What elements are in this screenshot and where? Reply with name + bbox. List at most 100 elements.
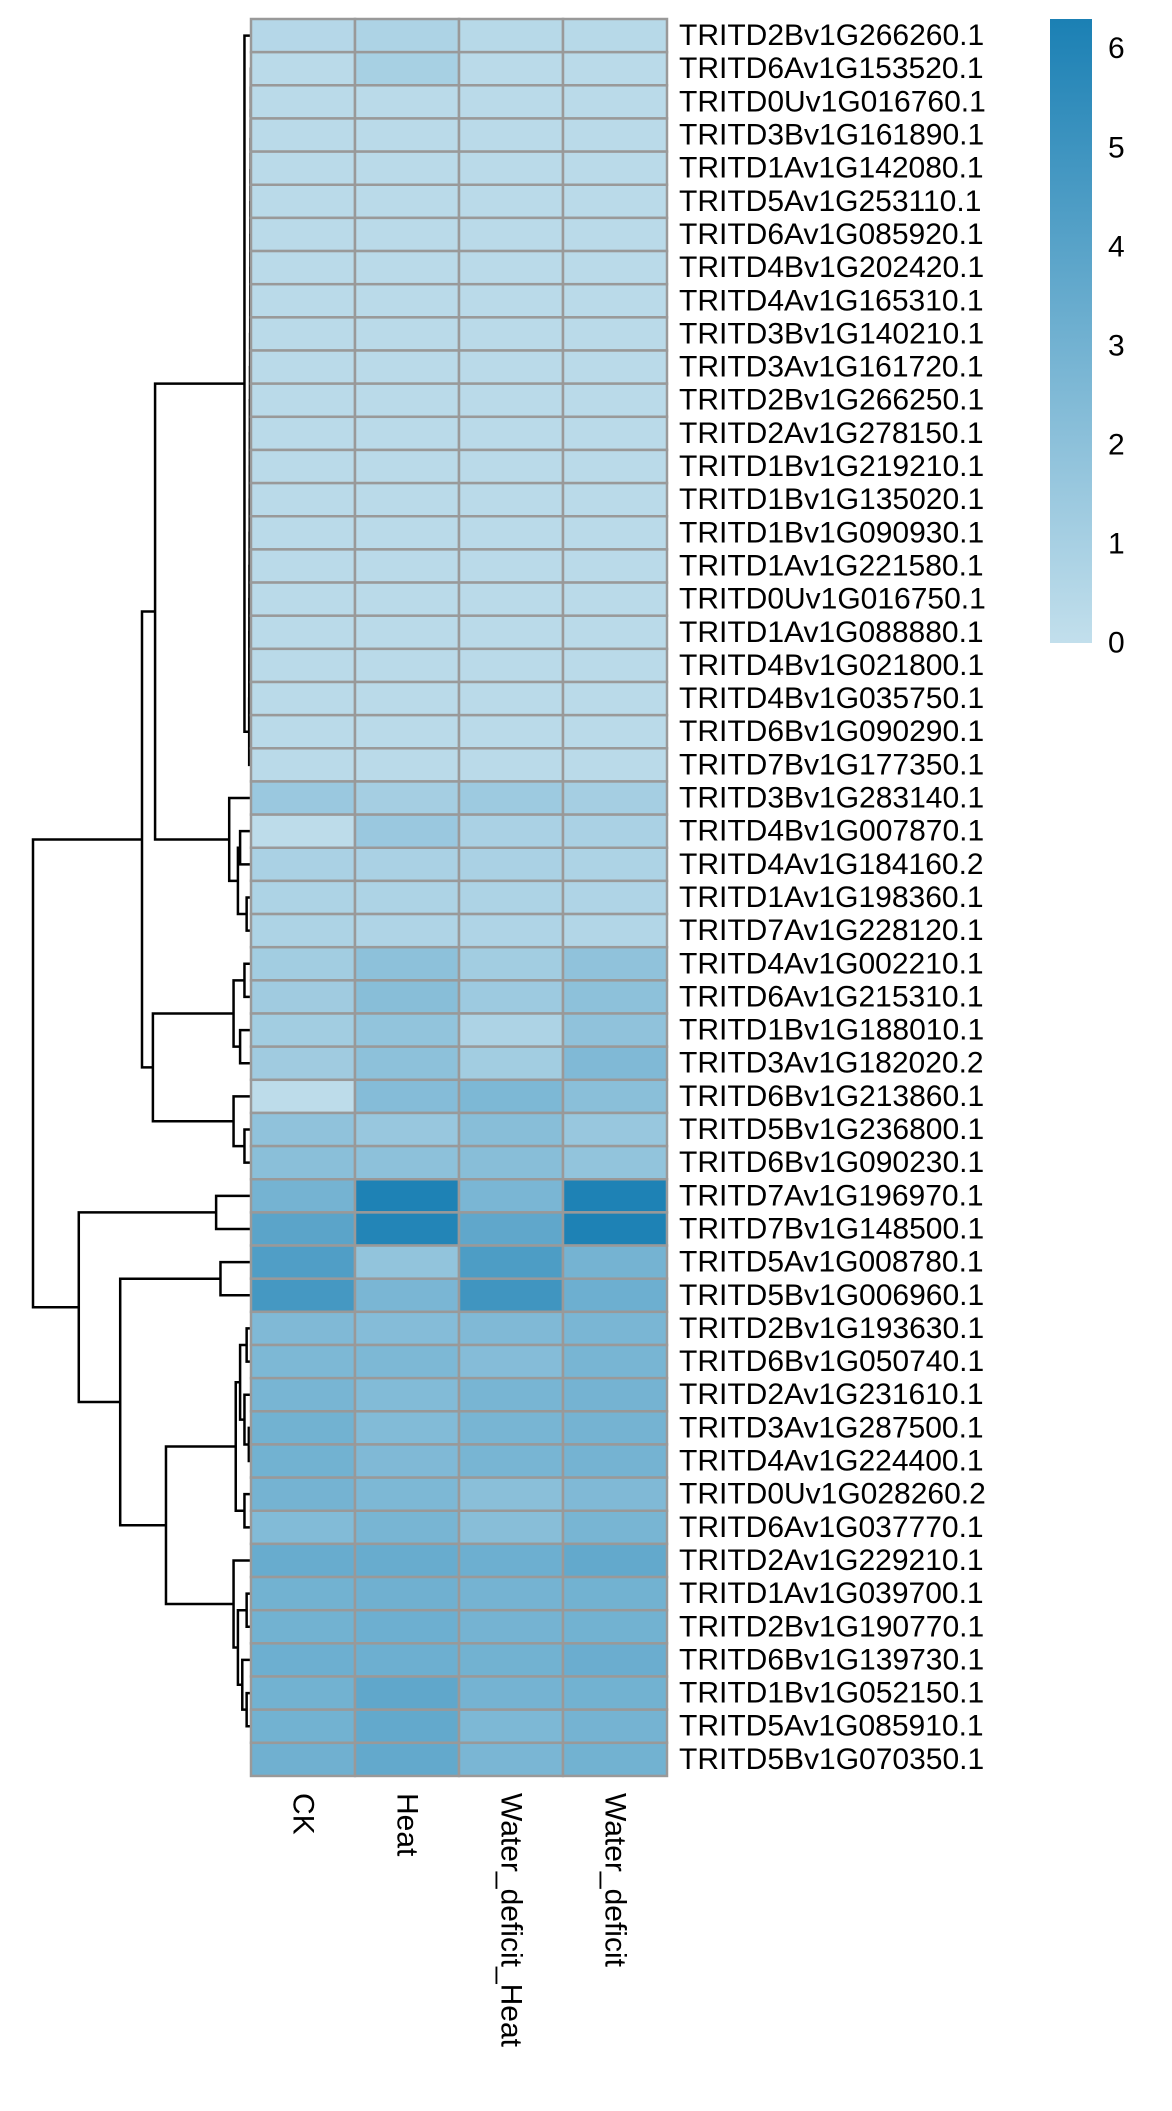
row-label: TRITD4Av1G002210.1 xyxy=(679,947,984,980)
heatmap-cell xyxy=(561,1542,669,1579)
row-label: TRITD6Av1G215310.1 xyxy=(679,980,984,1013)
heatmap-cell xyxy=(561,84,669,120)
heatmap-cell xyxy=(561,316,669,352)
heatmap-cell xyxy=(561,282,669,319)
heatmap-cell xyxy=(353,647,461,684)
row-label: TRITD6Av1G153520.1 xyxy=(679,52,984,85)
heatmap-cell xyxy=(457,249,565,286)
legend-tick-label: 1 xyxy=(1108,527,1125,560)
heatmap-cell xyxy=(561,1078,669,1115)
dendrogram-branch xyxy=(232,1559,251,1649)
row-label: TRITD6Av1G085920.1 xyxy=(679,218,984,251)
heatmap-cell xyxy=(457,979,565,1015)
dendrogram-branch xyxy=(118,1277,221,1527)
heatmap-cell xyxy=(353,50,461,87)
heatmap-cell xyxy=(561,117,669,153)
row-label: TRITD7Bv1G177350.1 xyxy=(679,748,984,781)
heatmap-cell xyxy=(457,1277,565,1314)
heatmap-cell xyxy=(457,647,565,684)
heatmap-cell xyxy=(353,581,461,617)
heatmap-cell xyxy=(249,1310,357,1347)
heatmap-cell xyxy=(457,1111,565,1148)
heatmap-cell xyxy=(249,647,357,684)
heatmap-cell xyxy=(249,1410,357,1446)
heatmap-cell xyxy=(457,1443,565,1479)
row-label: TRITD1Bv1G135020.1 xyxy=(679,483,984,516)
heatmap-cell xyxy=(561,979,669,1015)
heatmap-cell xyxy=(561,846,669,883)
heatmap-cell xyxy=(457,1244,565,1280)
row-label: TRITD1Bv1G219210.1 xyxy=(679,450,984,483)
heatmap-cell xyxy=(249,813,357,849)
heatmap-cell xyxy=(353,1410,461,1446)
heatmap-cell xyxy=(457,382,565,419)
row-label: TRITD6Av1G037770.1 xyxy=(679,1511,984,1544)
heatmap-cell xyxy=(353,382,461,419)
heatmap-cell xyxy=(561,249,669,286)
row-label: TRITD1Bv1G052150.1 xyxy=(679,1677,984,1710)
heatmap-cell xyxy=(353,747,461,783)
heatmap-cell xyxy=(457,515,565,551)
row-label: TRITD4Bv1G202420.1 xyxy=(679,251,984,284)
heatmap-cell xyxy=(353,1542,461,1579)
heatmap-cell xyxy=(353,415,461,452)
heatmap-cell xyxy=(561,1476,669,1512)
row-label: TRITD4Av1G184160.2 xyxy=(679,848,984,881)
row-label: TRITD2Av1G278150.1 xyxy=(679,417,984,450)
heatmap-cell xyxy=(249,1244,357,1280)
heatmap-cell xyxy=(561,349,669,385)
heatmap-cell xyxy=(457,1376,565,1413)
heatmap-cell xyxy=(353,1708,461,1745)
heatmap-cell xyxy=(353,316,461,352)
row-label: TRITD5Av1G253110.1 xyxy=(679,185,981,218)
heatmap-cell xyxy=(353,1045,461,1082)
legend-tick-label: 0 xyxy=(1108,627,1125,660)
heatmap-cell xyxy=(249,1443,357,1479)
row-label: TRITD6Bv1G090230.1 xyxy=(679,1146,984,1179)
heatmap-cell xyxy=(561,780,669,816)
heatmap-cell xyxy=(249,84,357,120)
row-label: TRITD5Bv1G236800.1 xyxy=(679,1113,984,1146)
row-label: TRITD2Av1G231610.1 xyxy=(679,1378,984,1411)
heatmap-cell xyxy=(457,150,565,187)
heatmap-cell xyxy=(457,1675,565,1711)
heatmap-cell xyxy=(249,1708,357,1745)
heatmap-cell xyxy=(561,945,669,982)
heatmap-cell xyxy=(249,316,357,352)
row-label: TRITD3Bv1G283140.1 xyxy=(679,782,984,815)
heatmap-cell xyxy=(249,17,357,54)
row-label: TRITD7Av1G228120.1 xyxy=(679,914,984,947)
heatmap-cell xyxy=(249,150,357,187)
row-label: TRITD1Bv1G188010.1 xyxy=(679,1014,984,1047)
heatmap-cell xyxy=(353,680,461,717)
heatmap-cell xyxy=(457,1045,565,1082)
heatmap-cell xyxy=(561,647,669,684)
heatmap-cell xyxy=(561,1642,669,1678)
heatmap-cell xyxy=(561,1443,669,1479)
dendrogram-branch xyxy=(214,1194,251,1231)
row-label: TRITD1Av1G039700.1 xyxy=(679,1577,984,1610)
heatmap-cell xyxy=(249,282,357,319)
heatmap-cell xyxy=(561,1343,669,1380)
heatmap-cell xyxy=(249,614,357,651)
heatmap-cell xyxy=(561,879,669,916)
heatmap-cell xyxy=(353,84,461,120)
heatmap-cell xyxy=(561,216,669,253)
row-label: TRITD7Bv1G148500.1 xyxy=(679,1212,984,1245)
row-label: TRITD0Uv1G016760.1 xyxy=(679,85,986,118)
heatmap-cell xyxy=(561,747,669,783)
row-label: TRITD4Bv1G035750.1 xyxy=(679,682,984,715)
heatmap-cell xyxy=(353,1277,461,1314)
heatmap-cell xyxy=(457,713,565,750)
column-label: Water_deficit_Heat xyxy=(495,1793,528,2048)
heatmap-cell xyxy=(457,879,565,916)
heatmap-cell xyxy=(353,117,461,153)
row-label: TRITD5Av1G085910.1 xyxy=(679,1710,984,1743)
heatmap-cell xyxy=(353,1310,461,1347)
heatmap-cell xyxy=(353,846,461,883)
heatmap-cell xyxy=(457,813,565,849)
column-label: CK xyxy=(287,1793,320,1835)
heatmap-cell xyxy=(457,581,565,617)
heatmap-cell xyxy=(249,349,357,385)
heatmap-cell xyxy=(249,183,357,220)
